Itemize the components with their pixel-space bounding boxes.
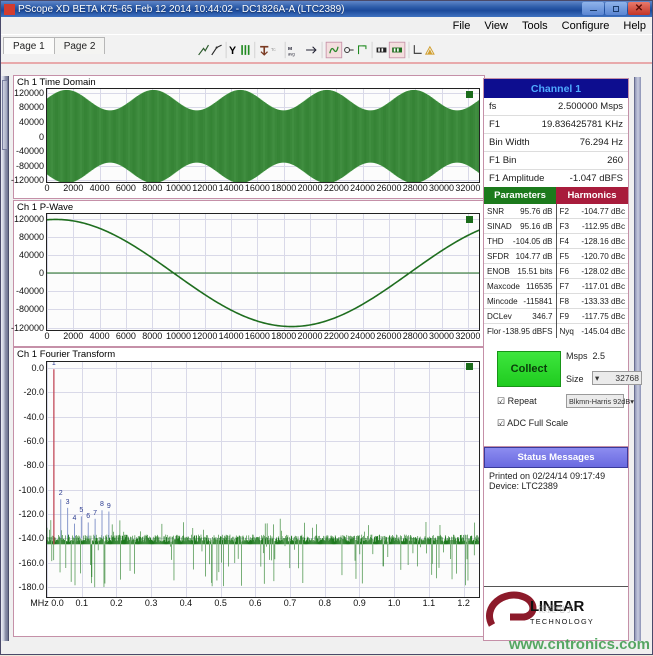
svg-text:Y: Y xyxy=(229,45,236,56)
svg-text:Tc: Tc xyxy=(271,47,276,53)
svg-text:avg: avg xyxy=(288,52,295,57)
